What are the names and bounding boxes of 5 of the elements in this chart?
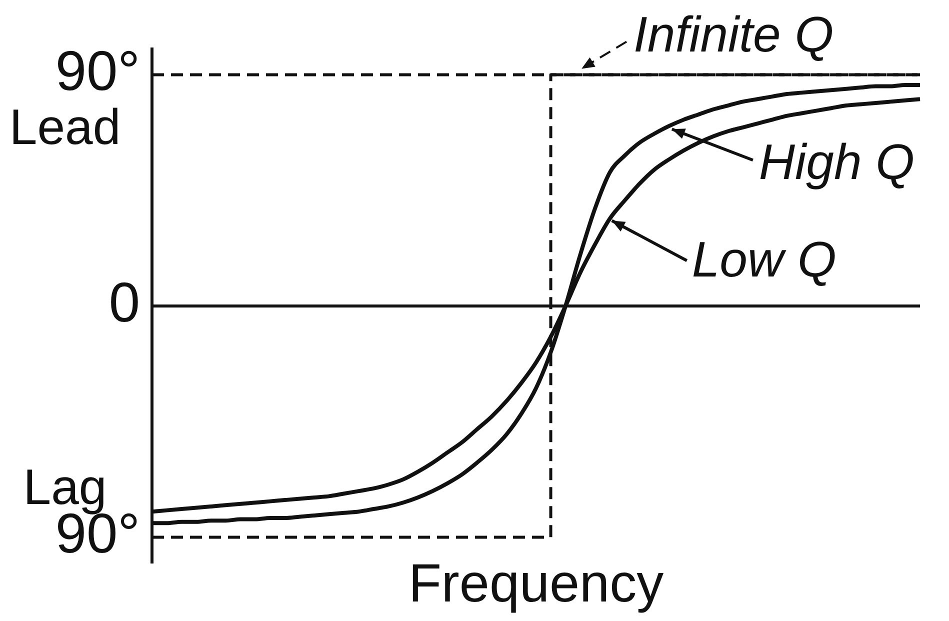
y-tick-label: 0 <box>108 270 140 334</box>
legend-label: Low Q <box>692 232 836 288</box>
legend-label: Infinite Q <box>634 6 834 63</box>
legend-label: High Q <box>758 134 915 190</box>
x-axis-title: Frequency <box>408 553 664 614</box>
